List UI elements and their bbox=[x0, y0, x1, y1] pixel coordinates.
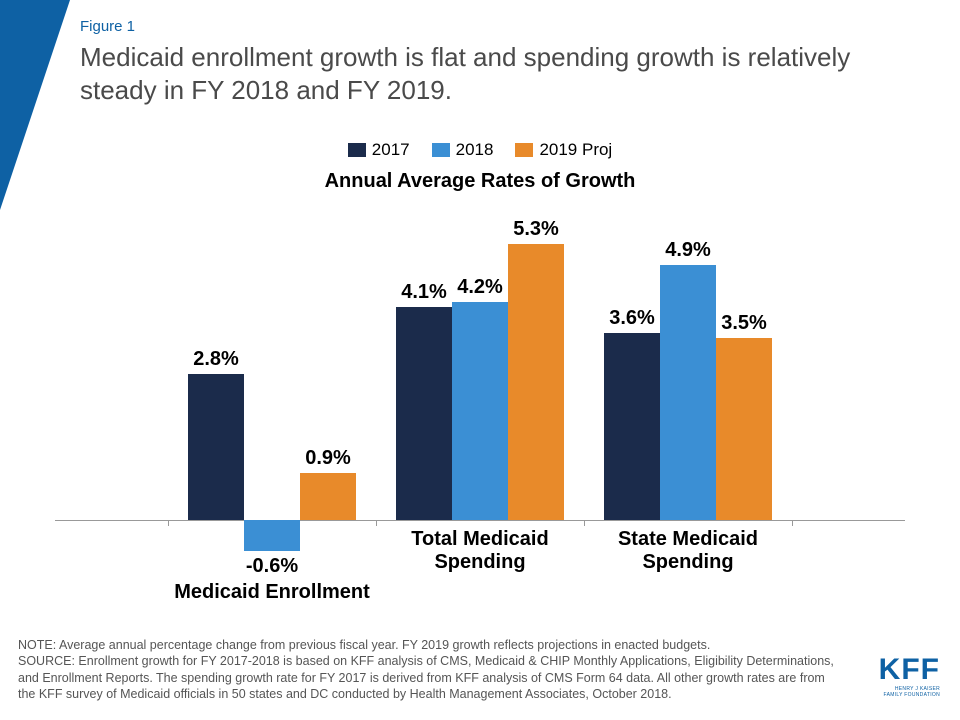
bar-value-label: -0.6% bbox=[227, 555, 317, 578]
legend-label: 2019 Proj bbox=[539, 140, 612, 160]
bar bbox=[452, 302, 508, 520]
bar bbox=[660, 265, 716, 520]
legend-item: 2017 bbox=[348, 140, 410, 160]
legend-swatch bbox=[515, 143, 533, 157]
bar bbox=[716, 338, 772, 520]
legend-label: 2017 bbox=[372, 140, 410, 160]
legend: 2017 2018 2019 Proj bbox=[0, 140, 960, 160]
group-label: State Medicaid Spending bbox=[584, 528, 792, 574]
logo-sub2: FAMILY FOUNDATION bbox=[879, 693, 940, 699]
bar-chart: 2.8%-0.6%0.9%Medicaid Enrollment4.1%4.2%… bbox=[55, 200, 905, 580]
kff-logo: KFF HENRY J KAISER FAMILY FOUNDATION bbox=[879, 653, 940, 698]
header: Figure 1 Medicaid enrollment growth is f… bbox=[80, 18, 930, 106]
bar bbox=[396, 307, 452, 520]
axis-tick bbox=[792, 520, 793, 526]
bar bbox=[244, 520, 300, 551]
legend-item: 2019 Proj bbox=[515, 140, 612, 160]
bar bbox=[604, 333, 660, 520]
chart-title: Annual Average Rates of Growth bbox=[0, 170, 960, 193]
bar bbox=[300, 473, 356, 520]
legend-label: 2018 bbox=[456, 140, 494, 160]
page-title: Medicaid enrollment growth is flat and s… bbox=[80, 41, 930, 106]
bar-group: 2.8%-0.6%0.9%Medicaid Enrollment bbox=[168, 200, 376, 580]
bar-value-label: 0.9% bbox=[283, 447, 373, 470]
bar-group: 4.1%4.2%5.3%Total Medicaid Spending bbox=[376, 200, 584, 580]
bar-value-label: 3.5% bbox=[699, 312, 789, 335]
legend-swatch bbox=[432, 143, 450, 157]
source-text: SOURCE: Enrollment growth for FY 2017-20… bbox=[18, 654, 834, 701]
bar bbox=[508, 244, 564, 520]
group-label: Medicaid Enrollment bbox=[168, 581, 376, 604]
note-text: NOTE: Average annual percentage change f… bbox=[18, 638, 710, 652]
bar-group: 3.6%4.9%3.5%State Medicaid Spending bbox=[584, 200, 792, 580]
logo-main: KFF bbox=[879, 653, 940, 687]
bar-value-label: 4.9% bbox=[643, 239, 733, 262]
bar-value-label: 2.8% bbox=[171, 348, 261, 371]
bar-value-label: 5.3% bbox=[491, 218, 581, 241]
figure-label: Figure 1 bbox=[80, 18, 930, 35]
legend-swatch bbox=[348, 143, 366, 157]
bar bbox=[188, 374, 244, 520]
group-label: Total Medicaid Spending bbox=[376, 528, 584, 574]
notes: NOTE: Average annual percentage change f… bbox=[18, 637, 840, 702]
legend-item: 2018 bbox=[432, 140, 494, 160]
